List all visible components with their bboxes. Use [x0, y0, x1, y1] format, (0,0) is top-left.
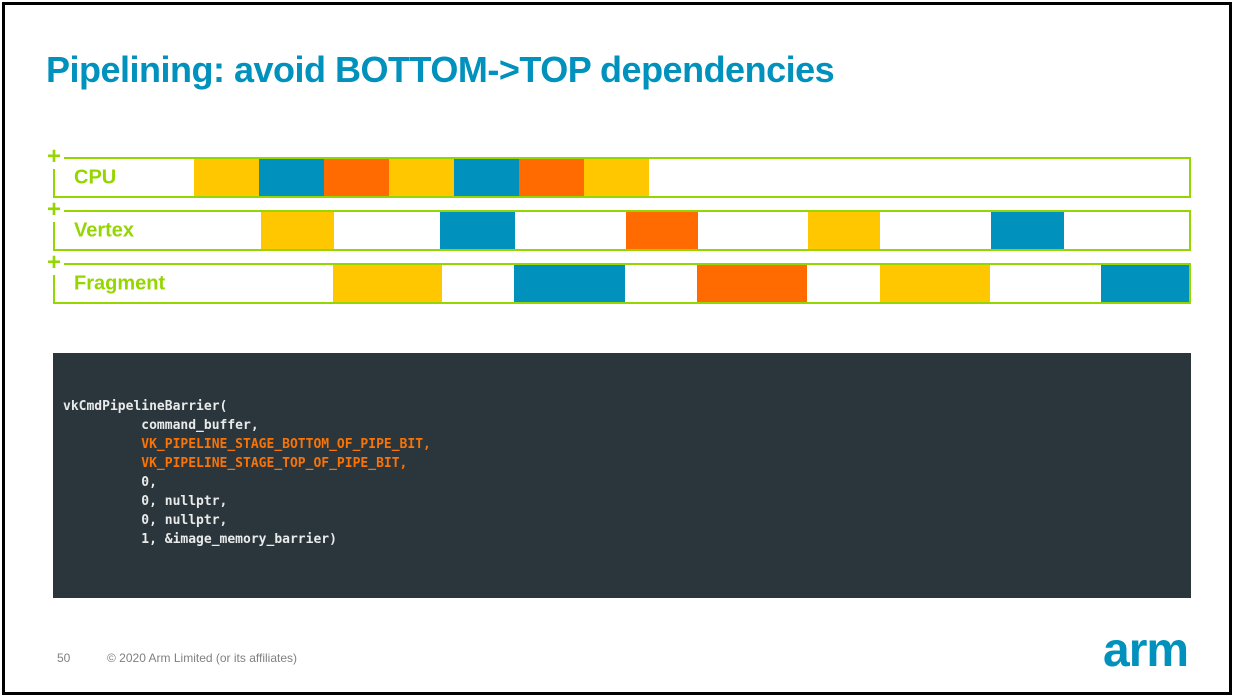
- timeline-row-fragment: + Fragment: [44, 251, 1191, 304]
- code-line: 0, nullptr,: [63, 513, 228, 528]
- code-line: 0,: [63, 475, 157, 490]
- code-line: 0, nullptr,: [63, 494, 228, 509]
- code-line-highlighted: VK_PIPELINE_STAGE_TOP_OF_PIPE_BIT,: [63, 456, 408, 471]
- arm-logo: arm: [1103, 624, 1189, 677]
- timeline-block-yellow: [808, 212, 880, 249]
- timeline-block-yellow: [261, 212, 334, 249]
- timeline-block-orange: [626, 212, 698, 249]
- timeline-bar: [55, 265, 1189, 302]
- page-title: Pipelining: avoid BOTTOM->TOP dependenci…: [46, 49, 835, 90]
- plus-icon: +: [44, 145, 65, 169]
- timeline-block-orange: [697, 265, 807, 302]
- timeline-block-orange: [519, 159, 584, 196]
- code-line-highlighted: VK_PIPELINE_STAGE_BOTTOM_OF_PIPE_BIT,: [63, 437, 431, 452]
- timeline-block-blue: [1101, 265, 1189, 302]
- timeline-block-blue: [440, 212, 515, 249]
- timeline-block-orange: [324, 159, 389, 196]
- plus-icon: +: [44, 198, 65, 222]
- timeline-row-cpu: + CPU: [44, 145, 1191, 198]
- code-line: command_buffer,: [63, 418, 259, 433]
- plus-icon: +: [44, 251, 65, 275]
- timeline-bar: [55, 159, 1189, 196]
- timeline-block-yellow: [194, 159, 259, 196]
- page-number: 50: [57, 651, 71, 665]
- code-line: vkCmdPipelineBarrier(: [63, 399, 228, 414]
- timeline-block-yellow: [880, 265, 990, 302]
- row-label-cpu: CPU: [74, 166, 117, 188]
- timeline-bar: [55, 212, 1189, 249]
- row-label-vertex: Vertex: [74, 219, 135, 241]
- timeline-block-blue: [454, 159, 519, 196]
- timeline-block-yellow: [333, 265, 442, 302]
- timeline-block-yellow: [389, 159, 454, 196]
- code-line: 1, &image_memory_barrier): [63, 532, 337, 547]
- timeline-block-yellow: [584, 159, 649, 196]
- row-label-fragment: Fragment: [74, 272, 166, 294]
- timeline-block-blue: [514, 265, 625, 302]
- timeline-block-blue: [991, 212, 1064, 249]
- timeline-row-vertex: + Vertex: [44, 198, 1191, 251]
- code-listing: vkCmdPipelineBarrier( command_buffer, VK…: [53, 353, 1191, 549]
- timeline-block-blue: [259, 159, 324, 196]
- copyright-text: © 2020 Arm Limited (or its affiliates): [107, 651, 298, 665]
- code-panel: vkCmdPipelineBarrier( command_buffer, VK…: [53, 353, 1191, 598]
